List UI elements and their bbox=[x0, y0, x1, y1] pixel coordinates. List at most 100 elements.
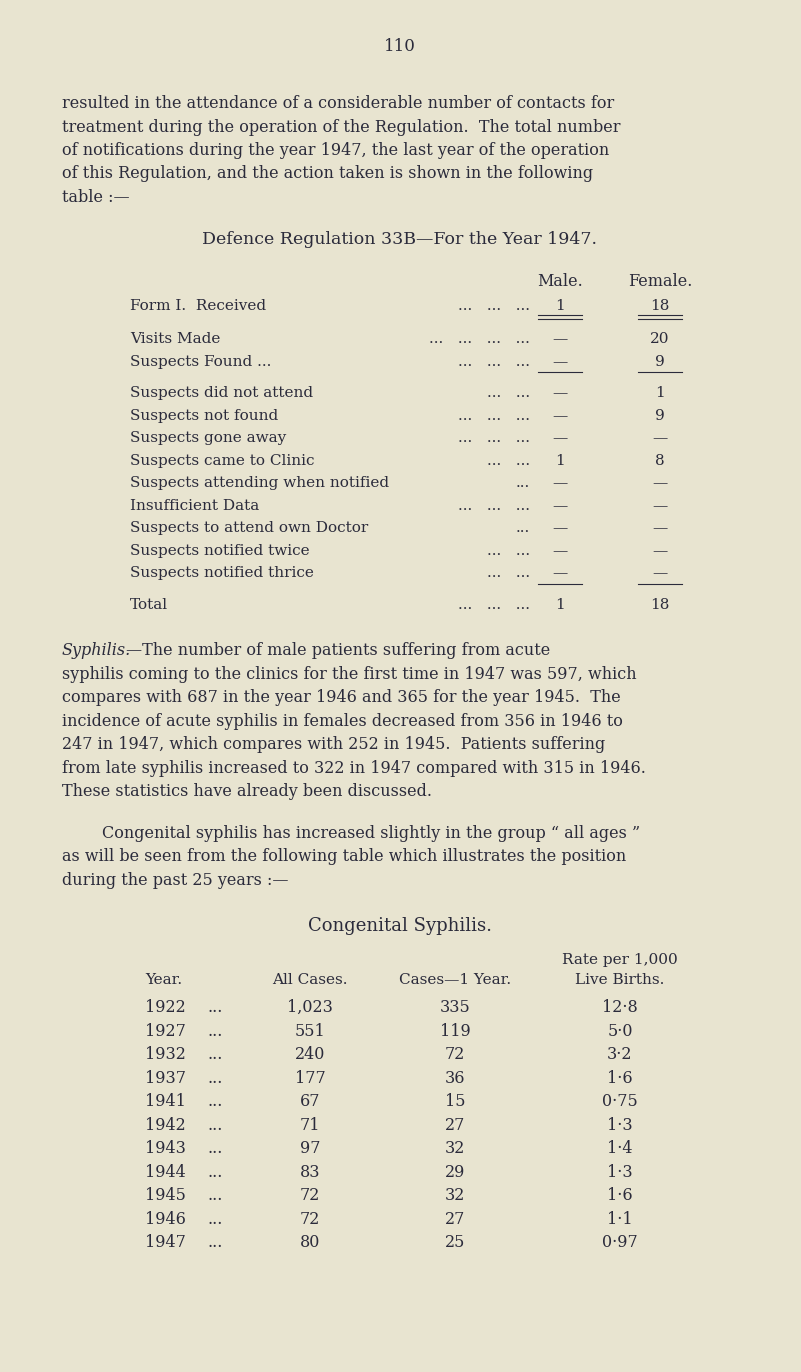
Text: 240: 240 bbox=[295, 1047, 325, 1063]
Text: Suspects came to Clinic: Suspects came to Clinic bbox=[130, 454, 315, 468]
Text: 27: 27 bbox=[445, 1210, 465, 1228]
Text: resulted in the attendance of a considerable number of contacts for: resulted in the attendance of a consider… bbox=[62, 95, 614, 113]
Text: —: — bbox=[553, 355, 568, 369]
Text: ...   ...   ...: ... ... ... bbox=[458, 431, 530, 446]
Text: Year.: Year. bbox=[145, 973, 182, 988]
Text: Visits Made: Visits Made bbox=[130, 332, 220, 346]
Text: —: — bbox=[553, 499, 568, 513]
Text: ...: ... bbox=[516, 521, 530, 535]
Text: Suspects gone away: Suspects gone away bbox=[130, 431, 286, 446]
Text: Female.: Female. bbox=[628, 273, 692, 289]
Text: compares with 687 in the year 1946 and 365 for the year 1945.  The: compares with 687 in the year 1946 and 3… bbox=[62, 689, 621, 707]
Text: —: — bbox=[553, 543, 568, 558]
Text: 1937: 1937 bbox=[145, 1070, 186, 1087]
Text: ...: ... bbox=[207, 1022, 223, 1040]
Text: 15: 15 bbox=[445, 1093, 465, 1110]
Text: 25: 25 bbox=[445, 1235, 465, 1251]
Text: of this Regulation, and the action taken is shown in the following: of this Regulation, and the action taken… bbox=[62, 166, 593, 182]
Text: 1·6: 1·6 bbox=[607, 1070, 633, 1087]
Text: 72: 72 bbox=[300, 1187, 320, 1205]
Text: Live Births.: Live Births. bbox=[575, 973, 665, 988]
Text: 8: 8 bbox=[655, 454, 665, 468]
Text: from late syphilis increased to 322 in 1947 compared with 315 in 1946.: from late syphilis increased to 322 in 1… bbox=[62, 760, 646, 777]
Text: 0·97: 0·97 bbox=[602, 1235, 638, 1251]
Text: 97: 97 bbox=[300, 1140, 320, 1157]
Text: —: — bbox=[652, 521, 667, 535]
Text: 177: 177 bbox=[295, 1070, 325, 1087]
Text: 1945: 1945 bbox=[145, 1187, 186, 1205]
Text: Suspects attending when notified: Suspects attending when notified bbox=[130, 476, 389, 490]
Text: syphilis coming to the clinics for the first time in 1947 was 597, which: syphilis coming to the clinics for the f… bbox=[62, 665, 637, 683]
Text: 1944: 1944 bbox=[145, 1163, 186, 1181]
Text: ...: ... bbox=[207, 1117, 223, 1133]
Text: ...   ...: ... ... bbox=[487, 567, 530, 580]
Text: 72: 72 bbox=[300, 1210, 320, 1228]
Text: 5·0: 5·0 bbox=[607, 1022, 633, 1040]
Text: —: — bbox=[553, 332, 568, 346]
Text: ...: ... bbox=[207, 1047, 223, 1063]
Text: 9: 9 bbox=[655, 355, 665, 369]
Text: 1943: 1943 bbox=[145, 1140, 186, 1157]
Text: ...   ...   ...   ...: ... ... ... ... bbox=[429, 332, 530, 346]
Text: 1: 1 bbox=[555, 299, 565, 313]
Text: These statistics have already been discussed.: These statistics have already been discu… bbox=[62, 783, 432, 800]
Text: ...: ... bbox=[207, 1070, 223, 1087]
Text: 1941: 1941 bbox=[145, 1093, 186, 1110]
Text: ...: ... bbox=[207, 1187, 223, 1205]
Text: 1946: 1946 bbox=[145, 1210, 186, 1228]
Text: 9: 9 bbox=[655, 409, 665, 423]
Text: 1·3: 1·3 bbox=[607, 1163, 633, 1181]
Text: 110: 110 bbox=[384, 38, 416, 55]
Text: 27: 27 bbox=[445, 1117, 465, 1133]
Text: —: — bbox=[652, 476, 667, 490]
Text: ...   ...   ...: ... ... ... bbox=[458, 499, 530, 513]
Text: ...: ... bbox=[207, 1163, 223, 1181]
Text: —The number of male patients suffering from acute: —The number of male patients suffering f… bbox=[126, 642, 550, 660]
Text: 335: 335 bbox=[440, 999, 470, 1017]
Text: 29: 29 bbox=[445, 1163, 465, 1181]
Text: 18: 18 bbox=[650, 299, 670, 313]
Text: Total: Total bbox=[130, 598, 168, 612]
Text: ...: ... bbox=[207, 999, 223, 1017]
Text: as will be seen from the following table which illustrates the position: as will be seen from the following table… bbox=[62, 848, 626, 866]
Text: ...: ... bbox=[516, 476, 530, 490]
Text: 119: 119 bbox=[440, 1022, 470, 1040]
Text: 83: 83 bbox=[300, 1163, 320, 1181]
Text: 1947: 1947 bbox=[145, 1235, 186, 1251]
Text: 1,023: 1,023 bbox=[287, 999, 333, 1017]
Text: Suspects to attend own Doctor: Suspects to attend own Doctor bbox=[130, 521, 368, 535]
Text: 1: 1 bbox=[655, 387, 665, 401]
Text: 1·3: 1·3 bbox=[607, 1117, 633, 1133]
Text: Defence Regulation 33B—For the Year 1947.: Defence Regulation 33B—For the Year 1947… bbox=[203, 230, 598, 247]
Text: 1927: 1927 bbox=[145, 1022, 186, 1040]
Text: 67: 67 bbox=[300, 1093, 320, 1110]
Text: Suspects notified thrice: Suspects notified thrice bbox=[130, 567, 314, 580]
Text: 18: 18 bbox=[650, 598, 670, 612]
Text: ...   ...   ...: ... ... ... bbox=[458, 409, 530, 423]
Text: 72: 72 bbox=[445, 1047, 465, 1063]
Text: ...   ...   ...: ... ... ... bbox=[458, 299, 530, 313]
Text: —: — bbox=[553, 431, 568, 446]
Text: 3·2: 3·2 bbox=[607, 1047, 633, 1063]
Text: ...: ... bbox=[207, 1140, 223, 1157]
Text: Suspects notified twice: Suspects notified twice bbox=[130, 543, 310, 558]
Text: ...: ... bbox=[207, 1235, 223, 1251]
Text: —: — bbox=[652, 543, 667, 558]
Text: —: — bbox=[652, 567, 667, 580]
Text: Suspects not found: Suspects not found bbox=[130, 409, 278, 423]
Text: 12·8: 12·8 bbox=[602, 999, 638, 1017]
Text: ...: ... bbox=[207, 1093, 223, 1110]
Text: 1942: 1942 bbox=[145, 1117, 186, 1133]
Text: —: — bbox=[553, 567, 568, 580]
Text: Rate per 1,000: Rate per 1,000 bbox=[562, 954, 678, 967]
Text: ...   ...: ... ... bbox=[487, 543, 530, 558]
Text: 32: 32 bbox=[445, 1140, 465, 1157]
Text: incidence of acute syphilis in females decreased from 356 in 1946 to: incidence of acute syphilis in females d… bbox=[62, 712, 623, 730]
Text: Male.: Male. bbox=[537, 273, 583, 289]
Text: Suspects did not attend: Suspects did not attend bbox=[130, 387, 313, 401]
Text: —: — bbox=[553, 409, 568, 423]
Text: ...   ...   ...: ... ... ... bbox=[458, 598, 530, 612]
Text: of notifications during the year 1947, the last year of the operation: of notifications during the year 1947, t… bbox=[62, 141, 610, 159]
Text: table :—: table :— bbox=[62, 189, 130, 206]
Text: 80: 80 bbox=[300, 1235, 320, 1251]
